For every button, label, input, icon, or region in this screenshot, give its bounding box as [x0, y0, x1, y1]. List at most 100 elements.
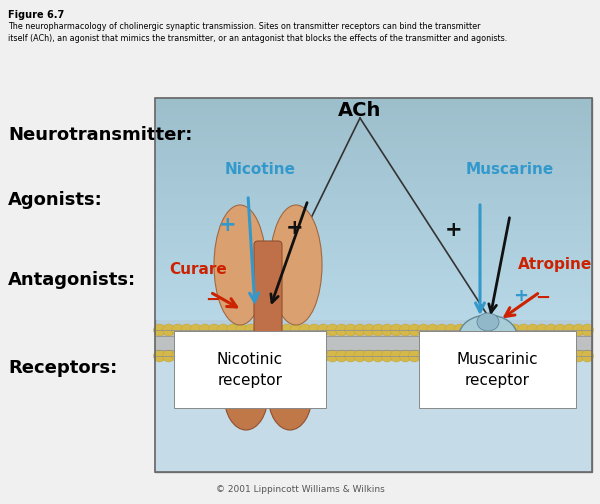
Circle shape	[217, 350, 229, 362]
Text: Figure 6.7: Figure 6.7	[8, 10, 64, 20]
Bar	[155, 242, 592, 248]
Circle shape	[226, 350, 238, 362]
Circle shape	[536, 350, 548, 362]
Circle shape	[235, 350, 247, 362]
Circle shape	[208, 324, 220, 336]
Circle shape	[226, 324, 238, 336]
Circle shape	[372, 324, 384, 336]
Circle shape	[481, 350, 493, 362]
Circle shape	[481, 324, 493, 336]
Circle shape	[272, 324, 284, 336]
Circle shape	[390, 324, 402, 336]
Circle shape	[363, 350, 375, 362]
Bar	[155, 248, 592, 254]
Circle shape	[354, 350, 366, 362]
Circle shape	[454, 324, 466, 336]
Circle shape	[409, 324, 421, 336]
Bar	[155, 114, 592, 120]
Ellipse shape	[477, 313, 499, 331]
Circle shape	[381, 350, 393, 362]
FancyBboxPatch shape	[174, 331, 326, 408]
Ellipse shape	[224, 360, 268, 430]
Circle shape	[454, 350, 466, 362]
Bar	[155, 331, 592, 355]
Circle shape	[400, 350, 412, 362]
Bar	[155, 154, 592, 159]
Circle shape	[245, 350, 257, 362]
Bar	[155, 298, 592, 303]
Circle shape	[281, 324, 293, 336]
Circle shape	[190, 324, 202, 336]
Circle shape	[427, 324, 439, 336]
Circle shape	[345, 350, 357, 362]
Bar	[155, 126, 592, 132]
Circle shape	[445, 324, 457, 336]
Bar	[155, 292, 592, 298]
Bar	[155, 187, 592, 193]
Circle shape	[345, 324, 357, 336]
Bar	[155, 176, 592, 181]
Text: Atropine: Atropine	[518, 258, 592, 273]
Bar	[155, 143, 592, 148]
Bar	[155, 165, 592, 170]
Bar	[155, 137, 592, 143]
Text: Nicotine: Nicotine	[224, 162, 296, 177]
Bar	[155, 193, 592, 198]
Ellipse shape	[268, 360, 312, 430]
Circle shape	[172, 324, 184, 336]
Circle shape	[418, 350, 430, 362]
Circle shape	[563, 324, 575, 336]
Circle shape	[199, 350, 211, 362]
Circle shape	[281, 350, 293, 362]
Text: Neurotransmitter:: Neurotransmitter:	[8, 126, 193, 144]
Text: +: +	[445, 220, 463, 240]
Text: +: +	[286, 218, 304, 238]
Circle shape	[518, 350, 530, 362]
Circle shape	[290, 350, 302, 362]
Circle shape	[463, 324, 475, 336]
Circle shape	[418, 324, 430, 336]
Circle shape	[400, 324, 412, 336]
Bar	[155, 314, 592, 320]
Circle shape	[154, 350, 166, 362]
Circle shape	[563, 350, 575, 362]
Circle shape	[317, 324, 329, 336]
Circle shape	[335, 324, 347, 336]
Circle shape	[181, 350, 193, 362]
Bar	[155, 259, 592, 265]
Text: +: +	[514, 287, 529, 305]
Circle shape	[245, 324, 257, 336]
Ellipse shape	[214, 205, 266, 325]
Circle shape	[527, 350, 539, 362]
Text: Agonists:: Agonists:	[8, 191, 103, 209]
Text: Antagonists:: Antagonists:	[8, 271, 136, 289]
Bar	[155, 270, 592, 276]
FancyBboxPatch shape	[155, 98, 592, 472]
Text: Curare: Curare	[169, 263, 227, 278]
Circle shape	[554, 324, 566, 336]
Bar	[155, 231, 592, 237]
Circle shape	[326, 324, 338, 336]
Circle shape	[509, 350, 521, 362]
Circle shape	[463, 350, 475, 362]
Bar	[155, 159, 592, 165]
Bar	[155, 226, 592, 231]
Text: +: +	[219, 215, 237, 235]
Circle shape	[436, 350, 448, 362]
Circle shape	[208, 350, 220, 362]
Text: −: −	[205, 291, 221, 309]
Circle shape	[554, 350, 566, 362]
Circle shape	[254, 350, 266, 362]
Circle shape	[290, 324, 302, 336]
Bar	[155, 103, 592, 109]
Circle shape	[472, 324, 484, 336]
Circle shape	[354, 324, 366, 336]
Circle shape	[254, 324, 266, 336]
Circle shape	[527, 324, 539, 336]
Circle shape	[572, 324, 584, 336]
Bar	[155, 120, 592, 126]
Circle shape	[581, 350, 593, 362]
Bar	[155, 237, 592, 242]
FancyBboxPatch shape	[419, 331, 576, 408]
Bar	[155, 170, 592, 176]
